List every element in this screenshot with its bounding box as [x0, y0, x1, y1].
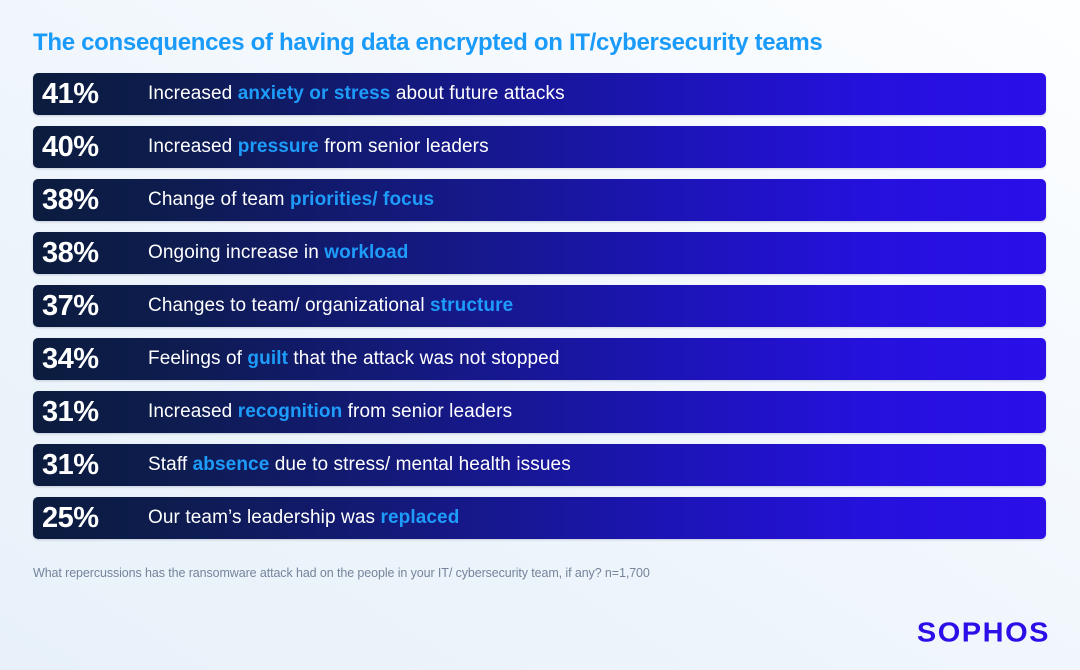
bar-label: Change of team priorities/ focus: [148, 189, 434, 211]
bar-label-post: that the attack was not stopped: [288, 348, 560, 369]
bar-label-pre: Increased: [148, 136, 238, 157]
bar-value: 37%: [42, 290, 99, 322]
bar-label: Changes to team/ organizational structur…: [148, 295, 513, 317]
bar-value: 25%: [42, 502, 99, 534]
bar-label: Increased recognition from senior leader…: [148, 401, 512, 423]
bar-label-pre: Changes to team/ organizational: [148, 295, 431, 316]
bar-label-pre: Ongoing increase in: [148, 242, 325, 263]
bar-value: 38%: [42, 237, 99, 269]
page-title: The consequences of having data encrypte…: [33, 29, 823, 56]
bar-value: 41%: [42, 78, 99, 110]
bar-label-post: from senior leaders: [342, 401, 513, 422]
bar-row: 38% Ongoing increase in workload: [33, 232, 1046, 274]
bar-label-pre: Increased: [148, 83, 238, 104]
bar-row: 34% Feelings of guilt that the attack wa…: [33, 338, 1046, 380]
bar-label: Increased pressure from senior leaders: [148, 136, 489, 158]
bar-value: 40%: [42, 131, 99, 163]
bar-row: 31% Staff absence due to stress/ mental …: [33, 444, 1046, 486]
bar-label-highlight: workload: [324, 242, 409, 263]
bar-row: 31% Increased recognition from senior le…: [33, 391, 1046, 433]
bar-label-highlight: priorities/ focus: [289, 189, 435, 210]
bar-label: Ongoing increase in workload: [148, 242, 409, 264]
bar-value: 31%: [42, 396, 99, 428]
bar-label: Staff absence due to stress/ mental heal…: [148, 454, 571, 476]
bar-value: 31%: [42, 449, 99, 481]
bar-label: Feelings of guilt that the attack was no…: [148, 348, 560, 370]
bar-label-highlight: absence: [192, 454, 270, 475]
bar-value: 38%: [42, 184, 99, 216]
bar-label-highlight: anxiety or stress: [237, 83, 391, 104]
bar-label-highlight: pressure: [237, 136, 319, 157]
bar-label-highlight: replaced: [380, 507, 460, 528]
bar-row: 37% Changes to team/ organizational stru…: [33, 285, 1046, 327]
bar-label-pre: Our team’s leadership was: [148, 507, 381, 528]
bar-label-post: from senior leaders: [318, 136, 489, 157]
bar-label: Our team’s leadership was replaced: [148, 507, 459, 529]
sophos-logo: SOPHOS: [916, 617, 1050, 649]
bar-row: 25% Our team’s leadership was replaced: [33, 497, 1046, 539]
bar-label-post: about future attacks: [390, 83, 565, 104]
bar-chart: 41% Increased anxiety or stress about fu…: [33, 73, 1046, 539]
bar-label-pre: Feelings of: [148, 348, 248, 369]
bar-label-highlight: guilt: [247, 348, 289, 369]
bar-row: 41% Increased anxiety or stress about fu…: [33, 73, 1046, 115]
bar-label-pre: Increased: [148, 401, 238, 422]
bar-value: 34%: [42, 343, 99, 375]
bar-label: Increased anxiety or stress about future…: [148, 83, 565, 105]
bar-label-pre: Change of team: [148, 189, 290, 210]
bar-label-pre: Staff: [148, 454, 193, 475]
bar-row: 40% Increased pressure from senior leade…: [33, 126, 1046, 168]
bar-label-highlight: structure: [430, 295, 514, 316]
survey-footnote: What repercussions has the ransomware at…: [33, 566, 650, 580]
bar-label-highlight: recognition: [237, 401, 343, 422]
bar-label-post: due to stress/ mental health issues: [269, 454, 571, 475]
bar-row: 38% Change of team priorities/ focus: [33, 179, 1046, 221]
